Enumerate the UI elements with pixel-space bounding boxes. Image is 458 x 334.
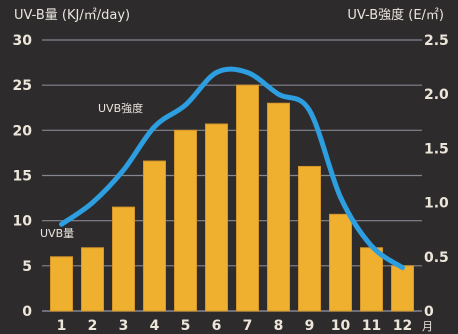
x-tick-label: 5 xyxy=(181,318,191,334)
left-axis-label: UV-B量 (KJ/㎡/day) xyxy=(14,8,130,23)
y-right-tick-label: 1.0 xyxy=(424,196,449,212)
bar xyxy=(174,129,197,312)
x-tick-label: 8 xyxy=(274,318,284,334)
y-left-tick-label: 10 xyxy=(13,214,33,230)
bar-series-label: UVB量 xyxy=(40,227,74,240)
y-right-tick-label: 0 xyxy=(424,304,434,320)
bar xyxy=(143,160,166,312)
y-right-tick-label: 0.5 xyxy=(424,250,449,266)
bar xyxy=(50,256,73,312)
x-axis-unit: 月 xyxy=(422,320,433,333)
y-left-tick-label: 20 xyxy=(13,123,33,139)
x-tick-label: 12 xyxy=(393,318,412,334)
bar xyxy=(391,265,414,312)
y-left-tick-label: 0 xyxy=(22,304,32,320)
y-left-tick-label: 25 xyxy=(13,78,32,94)
bar xyxy=(236,84,259,312)
x-tick-label: 3 xyxy=(119,318,129,334)
right-axis-label: UV-B強度 (E/㎡) xyxy=(347,7,444,23)
bar xyxy=(360,247,383,312)
bar xyxy=(329,213,352,312)
bar xyxy=(205,123,228,312)
bar xyxy=(112,206,135,312)
x-tick-label: 4 xyxy=(150,318,160,334)
line-series-label: UVB強度 xyxy=(98,101,143,115)
bar xyxy=(267,102,290,312)
x-tick-label: 2 xyxy=(88,318,98,334)
x-tick-label: 9 xyxy=(305,318,315,334)
uvb-intensity-line xyxy=(59,66,405,271)
y-right-tick-label: 1.5 xyxy=(424,141,449,157)
y-left-tick-label: 30 xyxy=(13,33,33,49)
y-right-tick-label: 2.0 xyxy=(424,87,449,103)
y-left-tick-label: 15 xyxy=(13,169,32,185)
x-tick-label: 10 xyxy=(331,318,351,334)
y-right-tick-label: 2.5 xyxy=(424,33,449,49)
x-tick-label: 6 xyxy=(212,318,222,334)
bar xyxy=(298,165,321,312)
x-tick-label: 1 xyxy=(57,318,67,334)
y-left-tick-label: 5 xyxy=(22,259,32,275)
x-tick-label: 7 xyxy=(243,318,253,334)
bar xyxy=(81,247,104,312)
x-tick-label: 11 xyxy=(362,318,381,334)
